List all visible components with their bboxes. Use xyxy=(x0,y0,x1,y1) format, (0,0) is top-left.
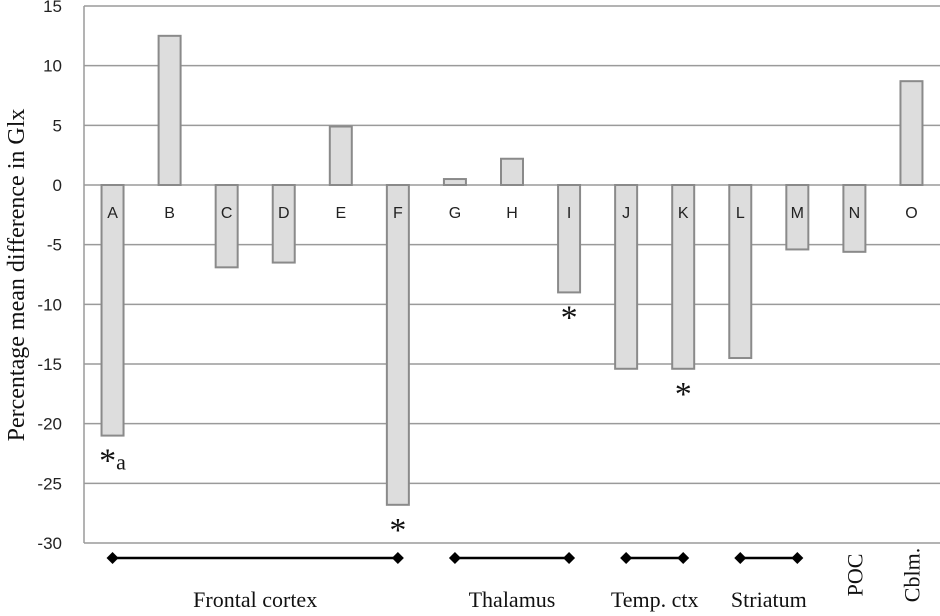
group-label-thalamus: Thalamus xyxy=(469,587,556,612)
bar-L xyxy=(728,184,753,360)
group-bracket-end-temp-ctx xyxy=(677,552,690,564)
bar-H xyxy=(500,157,524,187)
bar-E xyxy=(328,125,353,186)
category-label-D: D xyxy=(278,205,290,222)
category-labels: A B C D E F G H I J K L M N O xyxy=(107,205,917,222)
group-label-temp-ctx: Temp. ctx xyxy=(611,587,699,612)
grid-lines xyxy=(83,5,940,544)
bar-J xyxy=(614,184,639,370)
category-label-K: K xyxy=(678,205,689,222)
annotation-K: * xyxy=(675,376,692,413)
category-label-C: C xyxy=(221,205,233,222)
bars xyxy=(100,34,924,506)
significance-annotations: *a * * * xyxy=(99,299,692,548)
bar-I xyxy=(557,184,582,294)
bar-A xyxy=(100,184,125,437)
group-bracket-end-frontal-cortex xyxy=(106,552,119,564)
y-tick-label: -15 xyxy=(37,355,62,374)
category-label-L: L xyxy=(736,205,745,222)
group-bracket-end-thalamus xyxy=(448,552,461,564)
bar-M xyxy=(785,184,810,251)
y-tick-label: 10 xyxy=(43,57,62,76)
category-label-N: N xyxy=(849,205,861,222)
y-tick-label: -25 xyxy=(37,474,62,493)
y-tick-label: 5 xyxy=(53,116,62,135)
bar-B xyxy=(157,34,182,187)
bar-C xyxy=(214,184,239,269)
group-bracket-end-temp-ctx xyxy=(620,552,633,564)
y-tick-label: -5 xyxy=(47,236,62,255)
group-bracket-end-frontal-cortex xyxy=(391,552,404,564)
category-label-F: F xyxy=(393,205,403,222)
category-label-O: O xyxy=(905,205,917,222)
bar-N xyxy=(842,184,867,253)
y-tick-label: 0 xyxy=(53,176,62,195)
bar-O xyxy=(899,80,924,186)
group-bracket-end-striatum xyxy=(734,552,747,564)
annotation-F: * xyxy=(389,512,406,549)
bar-K xyxy=(671,184,696,370)
bar-F xyxy=(385,184,410,506)
category-label-B: B xyxy=(164,205,175,222)
annotation-I: * xyxy=(561,299,578,336)
group-label-frontal-cortex: Frontal cortex xyxy=(193,587,317,612)
group-label-cblm: Cblm. xyxy=(899,548,924,602)
category-label-I: I xyxy=(567,205,571,222)
group-bracket-end-striatum xyxy=(791,552,804,564)
y-axis-title: Percentage mean difference in Glx xyxy=(4,109,30,442)
category-label-G: G xyxy=(449,205,461,222)
category-label-M: M xyxy=(791,205,804,222)
y-tick-label: -30 xyxy=(37,534,62,553)
category-label-A: A xyxy=(107,205,118,222)
region-groups: Frontal cortex Thalamus Temp. ctx Striatum P… xyxy=(106,548,924,612)
category-label-E: E xyxy=(335,205,346,222)
category-label-H: H xyxy=(506,205,518,222)
annotation-A: *a xyxy=(99,443,126,480)
group-label-poc: POC xyxy=(842,554,867,597)
group-label-striatum: Striatum xyxy=(731,587,807,612)
category-label-J: J xyxy=(622,205,630,222)
bar-G xyxy=(442,178,467,187)
group-bracket-end-thalamus xyxy=(563,552,576,564)
y-tick-label: 15 xyxy=(43,0,62,16)
y-tick-label: -10 xyxy=(37,295,62,314)
y-tick-labels: 15 10 5 0 -5 -10 -15 -20 -25 -30 xyxy=(37,0,62,553)
bar-D xyxy=(271,184,296,264)
y-tick-label: -20 xyxy=(37,415,62,434)
